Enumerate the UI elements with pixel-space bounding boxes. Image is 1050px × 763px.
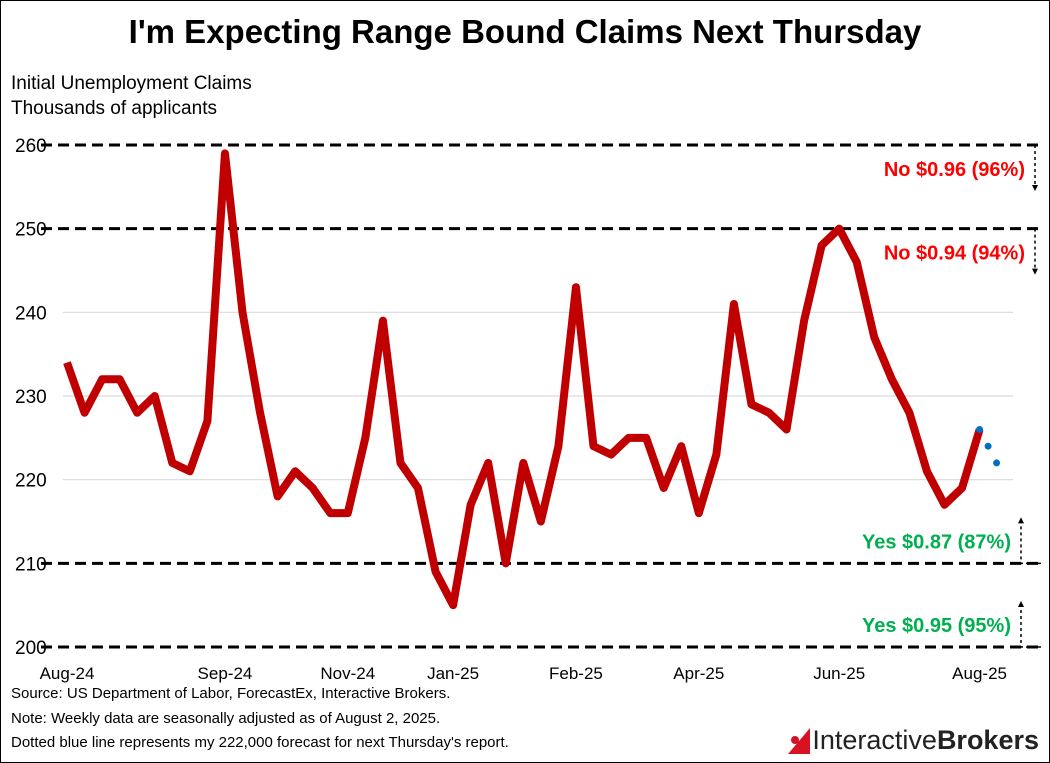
threshold-label: Yes $0.95 (95%) bbox=[862, 615, 1011, 637]
ib-logo-icon bbox=[788, 727, 811, 754]
x-tick-label: Nov-24 bbox=[320, 664, 375, 683]
threshold-label: No $0.94 (94%) bbox=[884, 243, 1025, 265]
data-note: Note: Weekly data are seasonally adjuste… bbox=[11, 710, 441, 727]
y-tick-label: 210 bbox=[15, 554, 47, 575]
x-tick-label: Aug-25 bbox=[952, 664, 1007, 683]
logo-text-1: Interactive bbox=[812, 725, 937, 755]
y-tick-label: 250 bbox=[15, 220, 47, 241]
arrow-up-icon bbox=[1018, 601, 1024, 607]
logo-text-2: Brokers bbox=[936, 725, 1039, 755]
y-axis-label-line2: Thousands of applicants bbox=[11, 98, 217, 119]
forecast-note: Dotted blue line represents my 222,000 f… bbox=[11, 734, 509, 751]
forecast-point bbox=[984, 442, 992, 450]
arrow-up-icon bbox=[1018, 517, 1024, 524]
arrow-down-icon bbox=[1032, 268, 1038, 275]
y-axis-label-line1: Initial Unemployment Claims bbox=[11, 73, 252, 94]
source-note: Source: US Department of Labor, Forecast… bbox=[11, 685, 451, 702]
y-tick-label: 200 bbox=[15, 638, 47, 659]
arrow-shaft bbox=[1020, 523, 1041, 565]
x-tick-label: Apr-25 bbox=[673, 664, 724, 683]
y-tick-label: 240 bbox=[15, 303, 47, 324]
x-tick-label: Jan-25 bbox=[427, 664, 479, 683]
x-tick-label: Sep-24 bbox=[198, 664, 253, 683]
x-tick-label: Aug-24 bbox=[40, 664, 95, 683]
y-tick-label: 220 bbox=[15, 471, 47, 492]
y-tick-label: 260 bbox=[15, 136, 47, 157]
y-tick-label: 230 bbox=[15, 387, 47, 408]
forecast-point bbox=[976, 425, 984, 433]
x-tick-label: Feb-25 bbox=[549, 664, 603, 683]
threshold-label: No $0.96 (96%) bbox=[884, 159, 1025, 181]
forecast-point bbox=[993, 459, 1001, 467]
claims-line bbox=[63, 149, 984, 610]
threshold-label: Yes $0.87 (87%) bbox=[862, 531, 1011, 553]
interactive-brokers-logo: Interactive Brokers bbox=[786, 725, 1039, 756]
arrow-down-icon bbox=[1032, 185, 1038, 191]
x-tick-label: Jun-25 bbox=[813, 664, 865, 683]
chart-title: I'm Expecting Range Bound Claims Next Th… bbox=[128, 13, 922, 50]
arrow-shaft bbox=[1020, 607, 1041, 648]
